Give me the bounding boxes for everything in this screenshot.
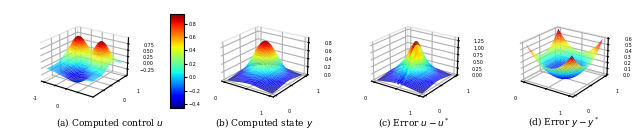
Text: (b) Computed state $y$: (b) Computed state $y$ <box>214 116 313 130</box>
Text: (c) Error $u - u^*$: (c) Error $u - u^*$ <box>378 116 449 130</box>
Text: (a) Computed control $u$: (a) Computed control $u$ <box>56 116 164 130</box>
Text: (d) Error $y - y^*$: (d) Error $y - y^*$ <box>527 115 599 130</box>
